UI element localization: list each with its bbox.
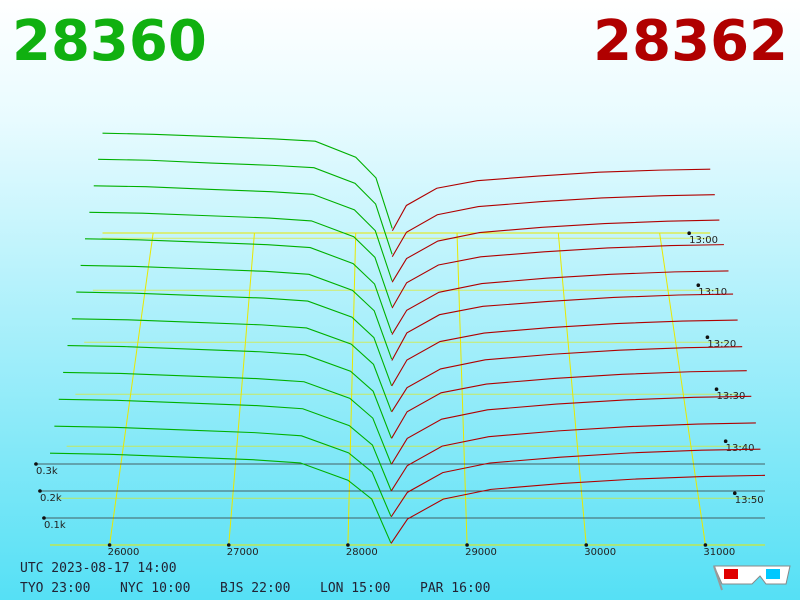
bid-depth-line: [98, 158, 393, 255]
clock: TYO 23:00: [20, 581, 90, 596]
t-tick-label: 13:50: [735, 495, 764, 506]
ask-depth-line: [390, 395, 752, 465]
x-tick-dot: [107, 543, 112, 547]
ask-depth-line: [391, 270, 729, 335]
t-tick-label: 13:00: [689, 235, 718, 246]
bid-depth-line: [84, 238, 393, 334]
best-ask: 28362: [593, 9, 788, 74]
x-grid-line: [228, 232, 255, 546]
ask-depth-line: [391, 293, 734, 361]
t-tick-label: 13:20: [707, 339, 736, 350]
t-tick-dot: [687, 231, 691, 235]
ask-depth-line: [391, 244, 724, 309]
clock: NYC 10:00: [120, 581, 190, 596]
x-grid-line: [109, 232, 154, 546]
t-tick-dot: [705, 335, 710, 340]
ask-depth-line: [390, 448, 761, 518]
x-grid-line: [659, 232, 706, 546]
bid-depth-line: [58, 398, 392, 491]
clock: PAR 16:00: [420, 581, 490, 596]
x-tick-label: 28000: [346, 547, 378, 558]
bid-depth-line: [54, 425, 392, 517]
x-grid-line: [347, 232, 357, 546]
depth-tick-label: 0.1k: [44, 520, 66, 531]
x-grid-line: [557, 232, 587, 546]
x-tick-dot: [226, 543, 231, 547]
best-bid: 28360: [12, 9, 207, 74]
x-tick-label: 29000: [465, 547, 497, 558]
t-tick-dot: [714, 387, 719, 392]
ask-depth-line: [390, 422, 756, 492]
t-tick-dot: [732, 491, 737, 496]
ask-depth-line: [391, 194, 715, 257]
bid-depth-line: [63, 371, 392, 465]
utc-time: UTC 2023-08-17 14:00: [20, 561, 177, 576]
depth-tick-dot: [34, 462, 38, 466]
ask-depth-line: [390, 474, 766, 544]
ask-depth-line: [391, 168, 711, 231]
bid-depth-line: [76, 291, 393, 386]
clock: LON 15:00: [320, 581, 390, 596]
ask-depth-line: [391, 219, 720, 283]
bid-depth-line: [67, 345, 392, 439]
x-tick-label: 30000: [584, 547, 616, 558]
ask-depth-line: [391, 346, 743, 413]
x-tick-label: 26000: [108, 547, 140, 558]
bid-depth-line: [49, 452, 392, 544]
x-tick-label: 27000: [227, 547, 259, 558]
depth-tick-dot: [38, 489, 42, 493]
x-tick-dot: [346, 543, 350, 547]
ask-depth-line: [391, 370, 747, 439]
glasses-icon: [713, 565, 791, 591]
t-tick-dot: [696, 283, 701, 288]
bid-depth-line: [102, 132, 393, 229]
x-tick-dot: [584, 543, 589, 547]
bid-depth-line: [89, 211, 393, 307]
depth-tick-label: 0.3k: [36, 466, 58, 477]
depth-tick-label: 0.2k: [40, 493, 62, 504]
t-tick-label: 13:40: [726, 443, 755, 454]
ask-depth-line: [391, 319, 738, 387]
bid-depth-line: [80, 264, 393, 360]
t-tick-label: 13:10: [698, 287, 727, 298]
t-tick-dot: [723, 439, 728, 444]
bid-depth-line: [93, 185, 393, 281]
clock: BJS 22:00: [220, 581, 290, 596]
x-tick-label: 31000: [703, 547, 735, 558]
x-tick-dot: [703, 543, 708, 547]
bid-depth-line: [71, 318, 392, 412]
depth-tick-dot: [42, 516, 46, 520]
x-tick-dot: [465, 543, 469, 547]
